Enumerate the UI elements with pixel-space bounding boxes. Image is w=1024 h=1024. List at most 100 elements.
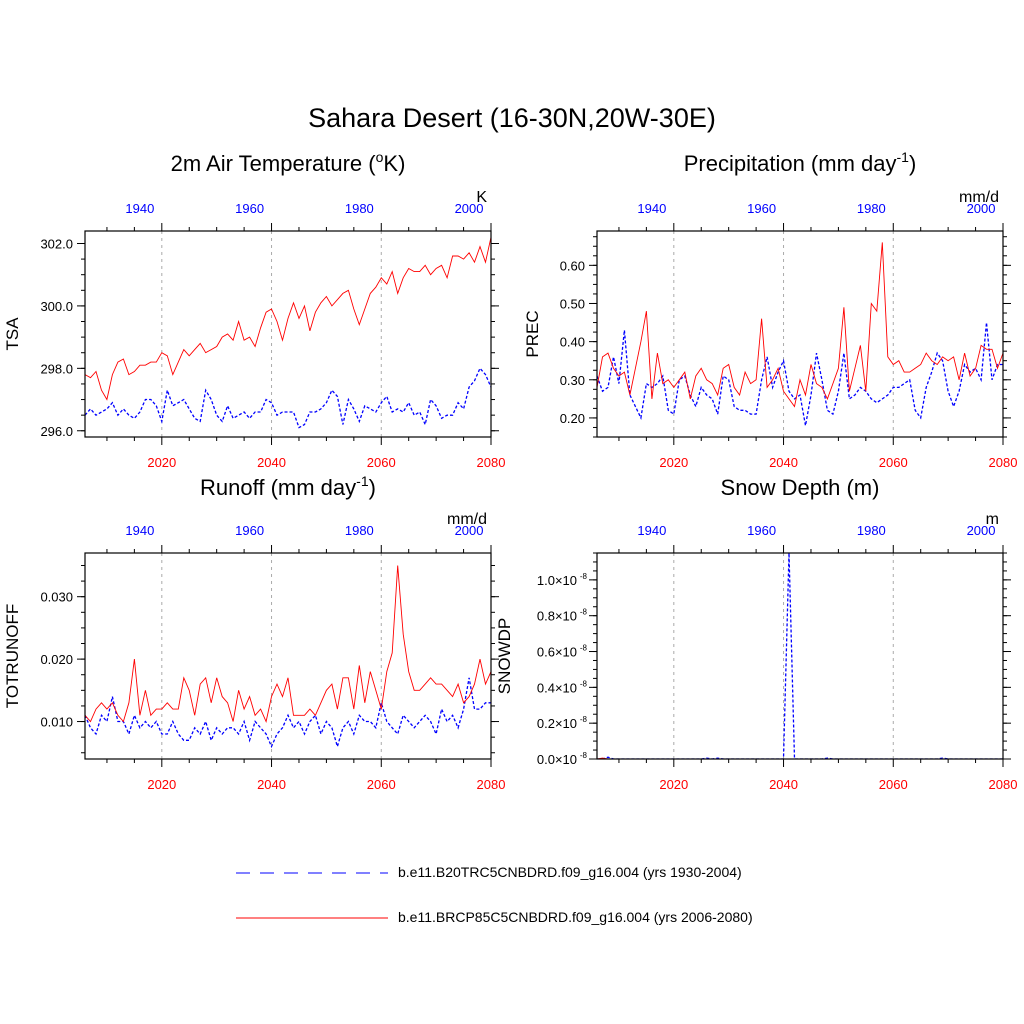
panel-title-main: 2m Air Temperature ( [171, 151, 377, 176]
panel-title-superscript: o [376, 149, 384, 165]
series-historical-line [597, 553, 1003, 759]
panel-precipitation: Precipitation (mm day-1) mm/d PREC 2020 2040… [523, 149, 1017, 470]
y-tick-exponent: -8 [580, 679, 588, 688]
units-label: m [986, 511, 999, 528]
legend-future-label: b.e11.BRCP85C5CNBDRD.f09_g16.004 (yrs 20… [398, 909, 753, 925]
x-tick-label-bottom: 2020 [659, 455, 688, 470]
x-tick-label-bottom: 2080 [477, 455, 506, 470]
series-future-line [85, 237, 491, 401]
x-tick-label-bottom: 2080 [989, 777, 1018, 792]
plot-frame [596, 230, 1004, 438]
x-tick-label-top: 1940 [637, 201, 666, 216]
y-tick-label: 0.20 [560, 411, 585, 426]
series-future-line [85, 565, 491, 723]
x-tick-label-top: 1940 [125, 201, 154, 216]
y-tick-label: 302.0 [40, 236, 73, 251]
panel-temperature: 2m Air Temperature (oK) K TSA 2020 2040 2060 2… [3, 149, 505, 470]
y-tick-label: 0.60 [560, 258, 585, 273]
y-tick-label: 0.8×10 [537, 609, 577, 624]
y-tick-label: 0.30 [560, 373, 585, 388]
y-tick-label: 1.0×10 [537, 573, 577, 588]
panel-title-main: Precipitation (mm day [684, 151, 897, 176]
y-axis-label: TSA [3, 317, 22, 351]
x-tick-label-top: 1960 [747, 523, 776, 538]
panel-title-superscript: -1 [896, 149, 909, 165]
plot-frame [84, 552, 492, 760]
units-label: mm/d [447, 511, 487, 528]
panel-title-end: ) [369, 475, 376, 500]
x-tick-label-bottom: 2080 [477, 777, 506, 792]
y-axis-label: SNOWDP [495, 618, 514, 695]
panel-runoff: Runoff (mm day-1) mm/d TOTRUNOFF 2020 2040 20… [3, 473, 505, 792]
y-tick-label: 0.40 [560, 335, 585, 350]
x-tick-label-top: 1960 [235, 201, 264, 216]
panel-title: Precipitation (mm day-1) [684, 149, 917, 176]
y-tick-label: 298.0 [40, 361, 73, 376]
units-label: mm/d [959, 189, 999, 206]
panel-title-superscript: -1 [356, 473, 369, 489]
legend-historical-label: b.e11.B20TRC5CNBDRD.f09_g16.004 (yrs 193… [398, 864, 742, 880]
x-tick-label-top: 1980 [345, 201, 374, 216]
series-historical-line [85, 367, 491, 429]
units-label: K [476, 189, 487, 206]
series-historical-line [85, 677, 491, 749]
panel-title: 2m Air Temperature (oK) [171, 149, 406, 176]
y-tick-label: 0.0×10 [537, 752, 577, 767]
x-tick-label-bottom: 2020 [147, 455, 176, 470]
legend: b.e11.B20TRC5CNBDRD.f09_g16.004 (yrs 193… [236, 864, 753, 925]
x-tick-label-top: 2000 [967, 201, 996, 216]
plot-frame [596, 552, 1004, 760]
y-tick-label: 0.010 [40, 715, 73, 730]
x-tick-label-top: 1940 [125, 523, 154, 538]
y-tick-label: 0.50 [560, 296, 585, 311]
series-future-line [597, 242, 1003, 408]
y-tick-label: 0.020 [40, 652, 73, 667]
y-tick-label: 0.030 [40, 590, 73, 605]
y-tick-label: 0.2×10 [537, 716, 577, 731]
plot-frame [84, 230, 492, 438]
x-tick-label-top: 2000 [967, 523, 996, 538]
panel-title-main: Runoff (mm day [200, 475, 356, 500]
x-tick-label-top: 1960 [747, 201, 776, 216]
x-tick-label-bottom: 2080 [989, 455, 1018, 470]
panel-snow-depth: Snow Depth (m) m SNOWDP 2020 2040 2060 2080 194… [495, 475, 1017, 792]
y-tick-exponent: -8 [580, 572, 588, 581]
x-tick-label-bottom: 2040 [769, 455, 798, 470]
x-tick-label-top: 2000 [455, 523, 484, 538]
x-tick-label-top: 1980 [857, 201, 886, 216]
series-historical-line [597, 322, 1003, 426]
y-tick-label: 300.0 [40, 299, 73, 314]
figure-title: Sahara Desert (16-30N,20W-30E) [308, 103, 716, 133]
x-tick-label-top: 2000 [455, 201, 484, 216]
y-tick-exponent: -8 [580, 608, 588, 617]
panel-title: Runoff (mm day-1) [200, 473, 376, 500]
x-tick-label-top: 1980 [857, 523, 886, 538]
x-tick-label-bottom: 2060 [879, 777, 908, 792]
x-tick-label-bottom: 2060 [367, 455, 396, 470]
y-tick-label: 0.4×10 [537, 680, 577, 695]
x-tick-label-bottom: 2060 [367, 777, 396, 792]
x-tick-label-top: 1980 [345, 523, 374, 538]
panel-title: Snow Depth (m) [721, 475, 880, 500]
y-tick-label: 0.6×10 [537, 645, 577, 660]
panels: 2m Air Temperature (oK) K TSA 2020 2040 2060 2… [3, 149, 1017, 792]
x-tick-label-bottom: 2060 [879, 455, 908, 470]
y-axis-label: PREC [523, 310, 542, 357]
y-tick-exponent: -8 [580, 644, 588, 653]
y-tick-exponent: -8 [580, 715, 588, 724]
panel-title-end: ) [909, 151, 916, 176]
y-axis-label: TOTRUNOFF [3, 604, 22, 709]
x-tick-label-bottom: 2020 [659, 777, 688, 792]
x-tick-label-bottom: 2040 [769, 777, 798, 792]
panel-title-main: Snow Depth (m) [721, 475, 880, 500]
panel-title-end: K) [383, 151, 405, 176]
x-tick-label-top: 1940 [637, 523, 666, 538]
x-tick-label-bottom: 2020 [147, 777, 176, 792]
y-tick-label: 296.0 [40, 424, 73, 439]
x-tick-label-top: 1960 [235, 523, 264, 538]
y-tick-exponent: -8 [580, 751, 588, 760]
x-tick-label-bottom: 2040 [257, 455, 286, 470]
x-tick-label-bottom: 2040 [257, 777, 286, 792]
